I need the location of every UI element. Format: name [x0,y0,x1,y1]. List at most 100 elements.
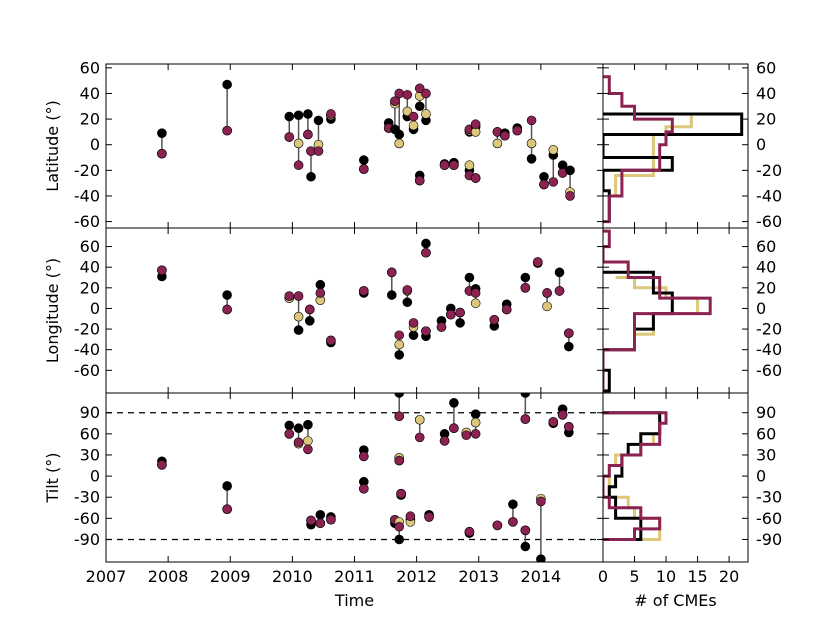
y-tick-label-right: 60 [756,424,776,443]
data-point-maroon [394,411,405,422]
data-point-maroon [394,521,405,532]
y-tick-label: -40 [74,186,100,205]
y-tick-label: 0 [90,467,100,486]
data-point-maroon [303,129,313,140]
hist-series-maroon [603,411,668,541]
data-point-black [508,499,518,510]
data-point-gold [394,138,405,149]
hist-x-tick-label: 0 [598,567,608,586]
data-point-gold [293,311,304,322]
y-tick-label: 0 [90,135,100,154]
data-point-maroon [359,286,369,296]
data-point-black [520,541,531,552]
data-point-gold [542,301,552,312]
data-point-maroon [313,146,324,156]
x-axis-title: Time [334,591,374,610]
data-point-maroon [326,335,336,346]
data-point-gold [402,106,413,117]
y-tick-label-right: -60 [756,212,782,231]
tilt-scatter [157,393,574,562]
data-point-black [520,393,531,398]
data-point-black [222,481,232,491]
data-point-maroon [512,125,523,136]
data-point-black [359,155,369,165]
y-tick-label-right: 40 [756,84,776,103]
data-point-black [565,165,575,176]
y-tick-label: -40 [74,340,100,359]
data-point-black [306,171,316,182]
data-point-maroon [501,304,512,315]
y-tick-label: 30 [80,445,100,464]
y-tick-label-right: 40 [756,258,776,277]
data-point-maroon [306,515,316,526]
data-point-maroon [359,164,369,174]
data-point-black [284,111,295,122]
data-point-maroon [390,96,400,106]
hist-series-gold [603,112,693,196]
frames-layer [105,63,749,563]
x-tick-label: 2010 [272,567,313,586]
y-tick-label-right: -20 [756,320,782,339]
y-tick-label-right: 20 [756,110,776,129]
longitude-scatter [157,238,574,360]
latitude-ylabel: Latitude (°) [43,100,62,191]
data-point-maroon [470,173,481,183]
data-point-black [222,79,232,90]
data-point-black [293,110,304,121]
data-point-maroon [548,177,559,187]
data-point-black [394,393,405,398]
data-point-black [394,350,405,360]
y-tick-label: 90 [80,403,100,422]
tilt-hist-frame [602,392,749,563]
longitude-frame [105,227,604,394]
y-tick-label: -60 [74,361,100,380]
data-point-maroon [464,526,475,537]
data-point-black [464,272,475,283]
y-tick-label-right: 20 [756,278,776,297]
data-point-maroon [394,88,405,99]
data-point-maroon [508,517,518,527]
data-point-maroon [564,421,574,432]
data-point-maroon [554,286,565,296]
data-point-maroon [470,119,481,130]
data-point-maroon [424,512,434,522]
data-point-maroon [526,115,537,126]
data-point-black [315,279,326,290]
data-point-maroon [408,318,419,328]
latitude-hist-steps [603,75,744,224]
data-point-black [303,109,313,119]
hist-series-maroon [603,75,674,224]
data-point-maroon [394,330,405,341]
hist-series-black [603,112,744,222]
data-point-maroon [564,328,574,338]
y-tick-label-right: -60 [756,509,782,528]
data-point-black [394,534,405,545]
y-tick-label-right: -40 [756,340,782,359]
tilt-ylabel: Tilt (°) [43,452,62,503]
y-tick-label: 60 [80,58,100,77]
data-point-maroon [449,160,459,171]
data-point-maroon [421,247,431,258]
y-tick-label-right: 90 [756,403,776,422]
data-point-gold [526,138,537,149]
data-point-maroon [157,148,167,159]
data-point-maroon [284,429,295,439]
y-tick-label-right: -40 [756,186,782,205]
data-point-maroon [520,525,531,536]
latitude-hist-frame [602,63,749,229]
data-layer [157,75,744,562]
data-point-maroon [414,175,425,186]
y-tick-label-right: -30 [756,488,782,507]
y-tick-label-right: 0 [756,467,766,486]
data-point-maroon [157,460,167,470]
data-point-gold [408,120,419,131]
data-point-gold [421,109,431,119]
longitude-ylabel: Longitude (°) [43,258,62,363]
hist-x-tick-label: 20 [719,567,739,586]
data-point-maroon [557,410,568,420]
data-point-maroon [539,179,549,190]
data-point-maroon [293,291,304,301]
data-point-maroon [222,304,232,315]
